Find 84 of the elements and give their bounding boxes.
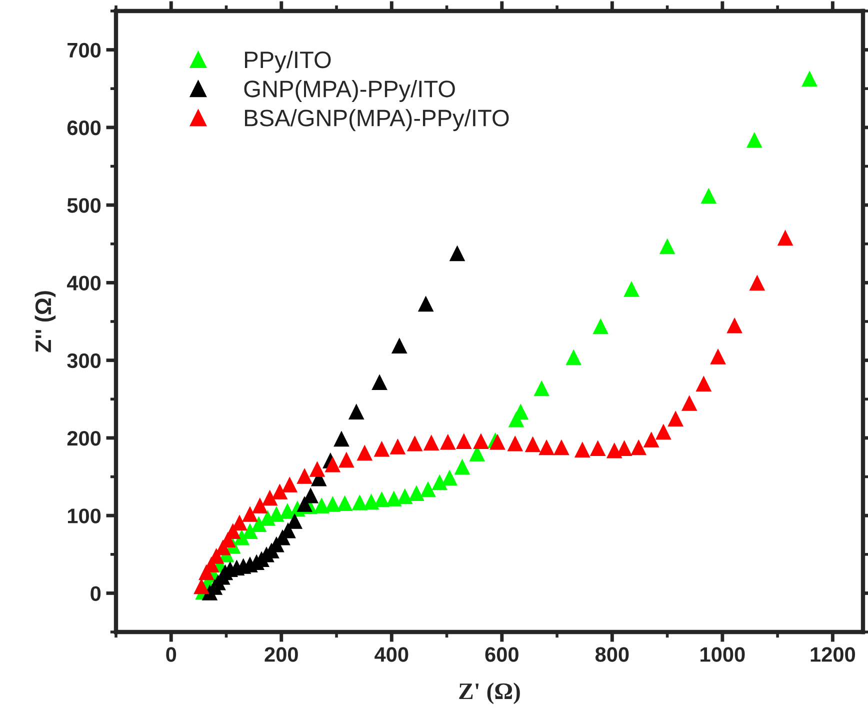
point bbox=[356, 444, 373, 461]
point bbox=[324, 496, 341, 512]
y-tick-label: 700 bbox=[68, 42, 101, 58]
point bbox=[324, 456, 341, 472]
point bbox=[681, 395, 698, 411]
point bbox=[418, 296, 434, 312]
point bbox=[749, 274, 766, 291]
y-tick-label: 200 bbox=[67, 430, 101, 446]
point bbox=[524, 436, 541, 452]
point bbox=[566, 349, 582, 366]
point bbox=[710, 348, 726, 364]
point bbox=[336, 495, 353, 512]
point bbox=[396, 488, 413, 504]
x-tick-label: 1000 bbox=[700, 647, 745, 662]
point bbox=[420, 481, 436, 498]
point bbox=[442, 470, 458, 486]
y-axis-title: Z'' (Ω) bbox=[34, 291, 56, 352]
y-tick-label: 500 bbox=[67, 198, 101, 213]
point bbox=[802, 70, 818, 86]
point bbox=[262, 490, 278, 506]
point bbox=[454, 458, 470, 475]
point bbox=[534, 380, 550, 396]
y-tick-label: 400 bbox=[66, 276, 101, 290]
point bbox=[440, 434, 456, 450]
point bbox=[606, 442, 622, 458]
point bbox=[507, 435, 524, 452]
point bbox=[374, 440, 390, 457]
point bbox=[449, 245, 466, 262]
point bbox=[282, 476, 298, 492]
legend-label: GNP(MPA)-PPy/ITO bbox=[244, 80, 455, 102]
point bbox=[348, 404, 364, 420]
point bbox=[456, 433, 472, 449]
point bbox=[352, 494, 368, 510]
point bbox=[432, 474, 448, 490]
point bbox=[386, 490, 402, 506]
point bbox=[592, 318, 609, 334]
legend-label: BSA/GNP(MPA)-PPy/ITO bbox=[245, 109, 509, 132]
point bbox=[252, 498, 268, 514]
point bbox=[309, 461, 326, 477]
point bbox=[538, 439, 554, 456]
x-tick-label: 1200 bbox=[810, 647, 855, 662]
point bbox=[406, 435, 423, 452]
point bbox=[408, 485, 424, 501]
point bbox=[659, 238, 676, 254]
point bbox=[250, 516, 267, 532]
x-tick-label: 800 bbox=[595, 647, 629, 662]
point bbox=[338, 452, 354, 468]
point bbox=[390, 438, 406, 454]
point bbox=[630, 439, 647, 456]
point bbox=[624, 280, 640, 297]
point bbox=[363, 494, 380, 510]
point bbox=[314, 498, 330, 514]
x-tick-label: 400 bbox=[374, 647, 408, 662]
point bbox=[700, 188, 717, 204]
point bbox=[242, 506, 258, 522]
y-tick-label: 0 bbox=[90, 586, 101, 601]
point bbox=[643, 432, 660, 448]
x-axis-title: Z' (Ω) bbox=[459, 682, 520, 704]
point bbox=[423, 434, 440, 451]
point bbox=[777, 230, 794, 246]
point bbox=[746, 132, 762, 148]
point bbox=[574, 442, 590, 458]
point bbox=[554, 439, 570, 456]
point bbox=[391, 338, 408, 354]
legend-label: PPy/ITO bbox=[245, 50, 331, 73]
x-tick-label: 0 bbox=[166, 647, 176, 662]
point bbox=[473, 433, 489, 449]
point bbox=[334, 430, 350, 447]
point bbox=[374, 491, 390, 508]
point bbox=[696, 376, 712, 392]
point bbox=[194, 578, 210, 594]
y-tick-label: 100 bbox=[68, 508, 101, 524]
x-tick-label: 600 bbox=[485, 647, 518, 662]
point bbox=[656, 424, 672, 440]
point bbox=[242, 523, 258, 540]
x-tick-label: 200 bbox=[264, 647, 298, 662]
point bbox=[726, 317, 742, 334]
point bbox=[296, 468, 312, 484]
point bbox=[668, 410, 684, 426]
y-tick-label: 600 bbox=[67, 120, 101, 136]
point bbox=[372, 374, 388, 390]
point bbox=[590, 440, 606, 456]
y-tick-label: 300 bbox=[67, 353, 101, 368]
point bbox=[272, 484, 288, 500]
